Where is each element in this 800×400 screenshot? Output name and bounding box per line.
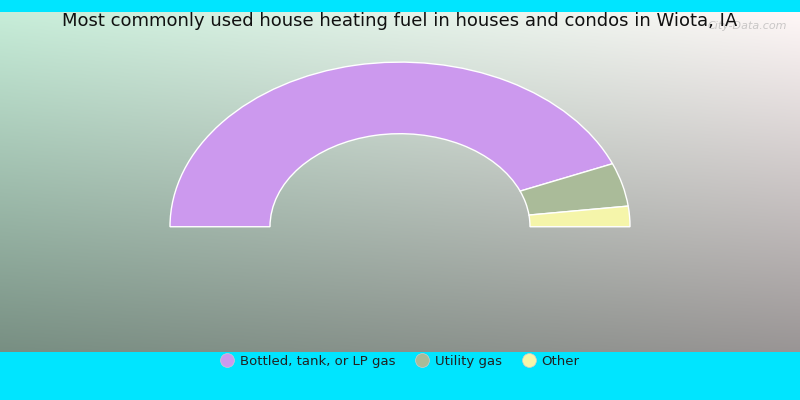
Wedge shape (520, 164, 628, 215)
Text: Most commonly used house heating fuel in houses and condos in Wiota, IA: Most commonly used house heating fuel in… (62, 12, 738, 30)
Text: City-Data.com: City-Data.com (708, 21, 787, 31)
Wedge shape (170, 62, 613, 227)
Legend: Bottled, tank, or LP gas, Utility gas, Other: Bottled, tank, or LP gas, Utility gas, O… (220, 354, 580, 368)
Wedge shape (529, 206, 630, 227)
